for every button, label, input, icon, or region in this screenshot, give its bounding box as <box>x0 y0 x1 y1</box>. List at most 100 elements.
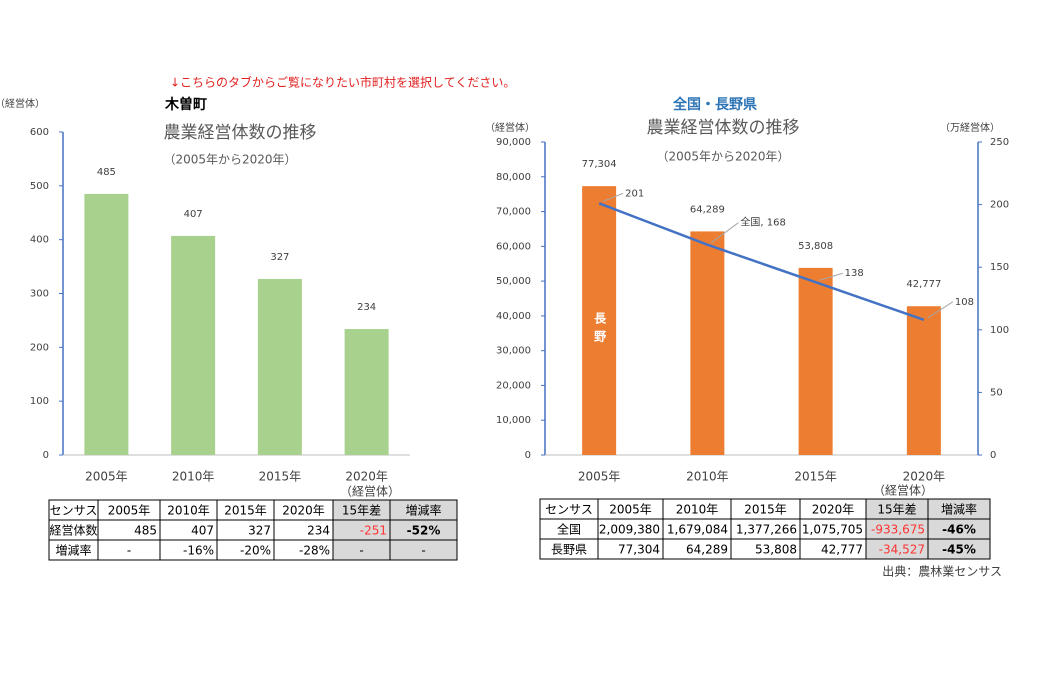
y-tick-label: 100 <box>30 396 49 407</box>
table-text: 増減率 <box>405 503 441 518</box>
value-label: 407 <box>184 209 203 220</box>
table-text: 53,808 <box>755 543 797 557</box>
chart-subtitle: （2005年から2020年） <box>656 150 789 164</box>
value-label: 485 <box>97 167 116 178</box>
y2-tick-label: 50 <box>990 387 1003 398</box>
x-tick-label: 2020年 <box>345 470 388 484</box>
value-label: 42,777 <box>906 279 941 290</box>
y-tick-label: 200 <box>30 342 49 353</box>
table-text: 77,304 <box>618 543 660 557</box>
y-tick-label: 10,000 <box>496 415 531 426</box>
bar <box>690 231 725 455</box>
table-text: 2,009,380 <box>599 523 660 537</box>
table-text: 2010年 <box>676 503 719 517</box>
table-text: 64,289 <box>686 543 728 557</box>
y-tick-label: 80,000 <box>496 172 531 183</box>
table-text: -16% <box>183 544 214 558</box>
table-text: 15年差 <box>342 504 381 518</box>
table-text: 増減率 <box>941 502 977 517</box>
table-text: 234 <box>307 524 330 538</box>
chart-title: 農業経営体数の推移 <box>164 123 317 143</box>
table-text: 2015年 <box>744 503 787 517</box>
table-text: 2020年 <box>282 504 325 518</box>
leader-line <box>927 301 954 319</box>
x-tick-label: 2015年 <box>259 470 302 484</box>
table-text: 2005年 <box>108 504 151 518</box>
y-tick-label: 70,000 <box>496 207 531 218</box>
y2-tick-label: 150 <box>990 262 1009 273</box>
bar <box>257 278 302 455</box>
y-tick-label: 90,000 <box>496 137 531 148</box>
line-label: 108 <box>955 297 974 308</box>
y-tick-label: 0 <box>43 450 49 461</box>
y-tick-label: 60,000 <box>496 241 531 252</box>
y-tick-label: 20,000 <box>496 380 531 391</box>
table-text: 1,377,266 <box>736 523 797 537</box>
y-tick-label: 500 <box>30 181 49 192</box>
x-tick-label: 2010年 <box>172 470 215 484</box>
value-label: 53,808 <box>798 241 833 252</box>
x-tick-label: 2005年 <box>85 470 128 484</box>
y-tick-label: 30,000 <box>496 346 531 357</box>
y-tick-label: 600 <box>30 127 49 138</box>
y-tick-label: 50,000 <box>496 276 531 287</box>
bar-name: 長野 <box>593 311 607 348</box>
y2-tick-label: 0 <box>990 450 996 461</box>
table-text: -933,675 <box>871 523 925 537</box>
value-label: 327 <box>270 252 289 263</box>
table-unit: （経営体） <box>340 485 400 499</box>
table-text: -28% <box>299 544 330 558</box>
table-text: -45% <box>942 543 976 557</box>
chart-title: 農業経営体数の推移 <box>647 118 800 138</box>
table-text: - <box>359 544 363 558</box>
table-text: -34,527 <box>879 543 925 557</box>
source: 出典：農林業センサス <box>882 565 1002 579</box>
chart-subtitle: （2005年から2020年） <box>163 153 296 167</box>
table-text: 1,075,705 <box>802 523 863 537</box>
line-label: 138 <box>845 268 864 279</box>
chart-heading: 木曽町 <box>164 96 207 113</box>
y2-tick-label: 200 <box>990 200 1009 211</box>
x-tick-label: 2020年 <box>903 470 946 484</box>
table-cell <box>927 538 991 560</box>
table-text: -46% <box>942 523 976 537</box>
bar <box>344 329 389 455</box>
y-tick-label: 40,000 <box>496 311 531 322</box>
line-label: 全国, 168 <box>740 216 785 229</box>
table-text: 2010年 <box>167 504 210 518</box>
y2-tick-label: 250 <box>990 137 1009 148</box>
line <box>598 202 925 321</box>
table-text: - <box>127 544 131 558</box>
table-text: 2015年 <box>224 504 267 518</box>
leader-line <box>602 192 624 202</box>
x-tick-label: 2015年 <box>794 470 837 484</box>
leader-line <box>819 272 843 281</box>
table-text: 経営体数 <box>49 523 97 538</box>
table-text: センサス <box>545 503 593 517</box>
y-tick-label: 400 <box>30 235 49 246</box>
y-tick-label: 300 <box>30 289 49 300</box>
value-label: 234 <box>357 302 376 313</box>
bar <box>84 193 129 456</box>
y-tick-label: 0 <box>525 450 531 461</box>
table-unit: （経営体） <box>873 484 933 498</box>
bar <box>171 235 216 455</box>
leader-line <box>711 222 739 244</box>
table-text: 15年差 <box>877 503 916 517</box>
table-text: -52% <box>407 524 441 538</box>
table-text: 2020年 <box>812 503 855 517</box>
y2-axis-label: （万経営体） <box>940 121 1000 134</box>
table-text: -20% <box>240 544 271 558</box>
table-text: - <box>421 544 425 558</box>
value-label: 64,289 <box>690 204 725 215</box>
table-text: 1,679,084 <box>667 523 728 537</box>
bar <box>798 267 833 455</box>
x-tick-label: 2010年 <box>686 470 729 484</box>
table-text: 長野県 <box>551 543 587 557</box>
note: ↓こちらのタブからご覧になりたい市町村を選択してください。 <box>170 75 515 90</box>
table-text: -251 <box>360 524 387 538</box>
table-cell <box>389 539 458 561</box>
bar <box>906 306 941 455</box>
table-text: 485 <box>134 524 157 538</box>
